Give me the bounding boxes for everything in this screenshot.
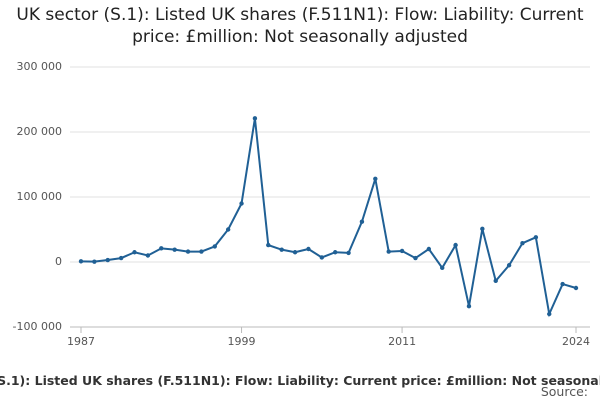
- plot: -100 000 0 100 000 200 000 300 000 1987 1999 20…: [13, 60, 590, 348]
- point: [292, 250, 298, 255]
- point: [319, 255, 325, 260]
- point: [453, 242, 458, 248]
- source: Source:: [540, 384, 588, 399]
- point: [105, 257, 110, 263]
- point: [239, 201, 244, 206]
- point: [399, 248, 405, 254]
- point: [560, 281, 565, 287]
- point: [506, 263, 512, 268]
- point: [172, 247, 177, 252]
- point: [225, 227, 231, 232]
- y-tick-label: 0: [55, 255, 62, 268]
- point: [279, 247, 284, 252]
- y-tick-label: 100 000: [17, 190, 63, 203]
- y-tick-label: 200 000: [17, 125, 63, 138]
- point: [373, 176, 378, 181]
- point: [332, 250, 338, 255]
- point: [266, 242, 271, 248]
- point: [573, 285, 579, 291]
- point: [306, 246, 311, 252]
- y-tick-label: -100 000: [13, 320, 62, 333]
- chart-title: UK sector (S.1): Listed UK shares (F.511…: [16, 5, 584, 47]
- point: [212, 244, 217, 249]
- point: [346, 250, 351, 256]
- point: [252, 116, 258, 121]
- y-tick-label: 300 000: [17, 60, 63, 73]
- x-tick-label: 1999: [228, 335, 256, 348]
- point: [159, 246, 164, 251]
- point: [466, 304, 472, 309]
- point: [78, 259, 84, 264]
- point: [480, 226, 485, 232]
- point: [386, 249, 391, 254]
- point: [520, 240, 525, 246]
- x-tick-label: 2024: [562, 335, 590, 348]
- point: [413, 255, 418, 261]
- x-tick-label: 1987: [67, 335, 95, 348]
- point: [426, 246, 432, 252]
- point: [533, 235, 539, 240]
- point: [185, 249, 191, 254]
- point: [359, 219, 365, 224]
- point: [118, 255, 124, 261]
- point: [199, 249, 204, 254]
- point: [547, 311, 552, 317]
- x-tick-label: 2011: [388, 335, 416, 348]
- point: [145, 253, 151, 258]
- line: [80, 118, 577, 318]
- point: [493, 278, 498, 284]
- point: [92, 259, 97, 264]
- point: [132, 250, 137, 255]
- point: [440, 265, 445, 271]
- chart-subtitle: UK sector (S.1): Listed UK shares (F.511…: [0, 373, 600, 388]
